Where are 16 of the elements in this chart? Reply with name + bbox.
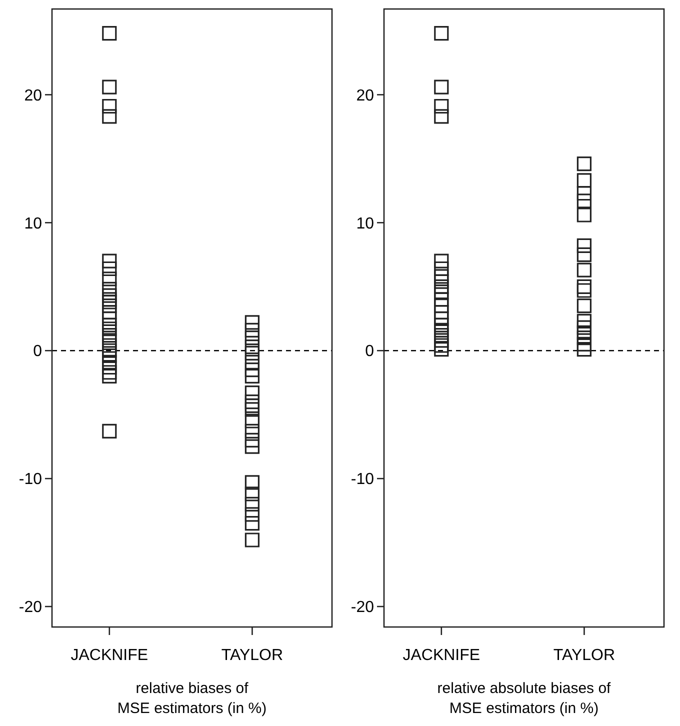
y-tick-label: -10 bbox=[18, 471, 42, 488]
y-tick-label: 0 bbox=[33, 343, 42, 360]
y-tick-label: -20 bbox=[350, 599, 374, 616]
y-tick-label: 10 bbox=[24, 215, 42, 232]
x-axis-title: relative biases of MSE estimators (in %) bbox=[117, 680, 267, 717]
x-tick-label: TAYLOR bbox=[221, 647, 284, 664]
y-tick-label: 10 bbox=[356, 215, 374, 232]
y-tick-label: -10 bbox=[350, 471, 374, 488]
x-tick-label: JACKNIFE bbox=[70, 647, 148, 664]
y-tick-label: 0 bbox=[365, 343, 374, 360]
y-tick-label: 20 bbox=[356, 87, 374, 104]
x-tick-label: JACKNIFE bbox=[402, 647, 480, 664]
y-tick-label: -20 bbox=[18, 599, 42, 616]
x-axis-title: relative absolute biases of MSE estimators (in %) bbox=[437, 680, 612, 717]
x-tick-label: TAYLOR bbox=[553, 647, 616, 664]
y-tick-label: 20 bbox=[24, 87, 42, 104]
